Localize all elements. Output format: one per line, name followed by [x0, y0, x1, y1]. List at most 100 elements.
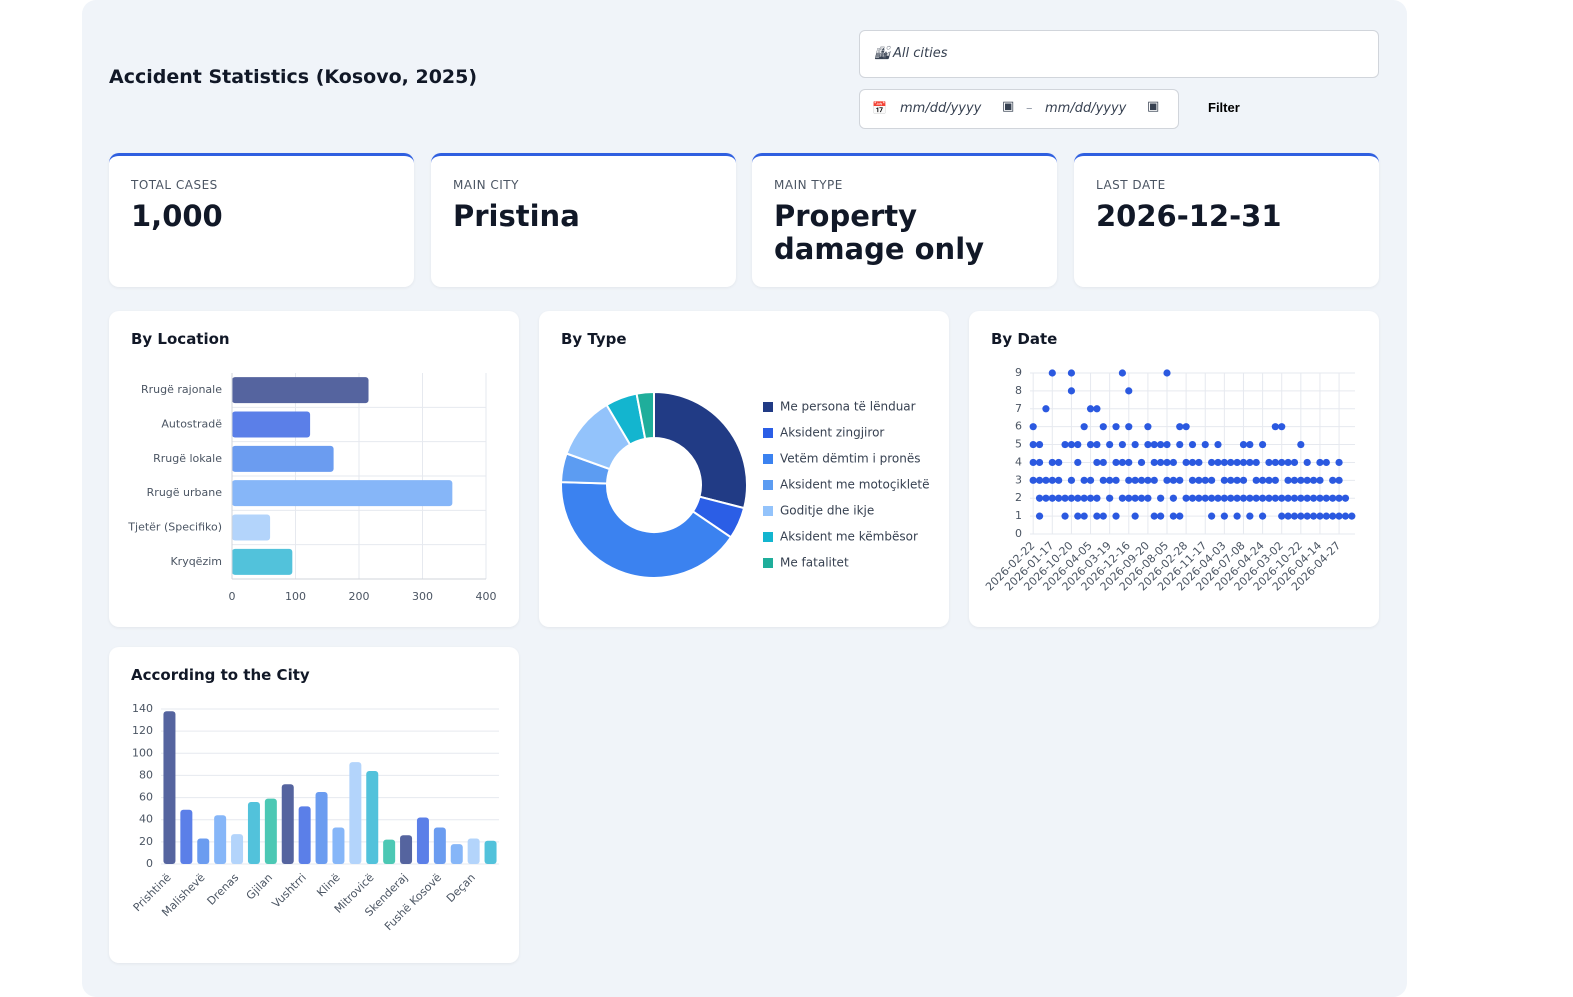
- date-from[interactable]: mm/dd/yyyy: [900, 101, 982, 116]
- dot: [1029, 423, 1037, 431]
- date-range: 📅 mm/dd/yyyy ▣ – mm/dd/yyyy ▣: [859, 89, 1179, 129]
- dot: [1335, 512, 1343, 520]
- dot: [1125, 458, 1133, 467]
- dot: [1150, 440, 1158, 449]
- calendar-icon: 📅: [872, 101, 887, 115]
- dot: [1201, 494, 1209, 502]
- legend-label: Aksident me motoçikletë: [780, 478, 930, 492]
- dot: [1265, 458, 1273, 467]
- dot: [1048, 369, 1056, 377]
- dot: [1297, 512, 1305, 520]
- dot: [1220, 494, 1228, 502]
- dot: [1329, 512, 1337, 520]
- y-tick-label: Kryqëzim: [170, 555, 222, 568]
- chart-title: According to the City: [131, 666, 310, 684]
- y-tick-label: 140: [132, 702, 153, 715]
- dot: [1137, 458, 1146, 467]
- dot: [1208, 458, 1216, 467]
- dot: [1150, 476, 1158, 484]
- dot: [1157, 458, 1165, 467]
- dot: [1195, 458, 1203, 467]
- bar: [433, 827, 446, 864]
- dot: [1137, 476, 1146, 484]
- dot: [1316, 458, 1324, 467]
- dot: [1035, 440, 1044, 449]
- dot: [1341, 494, 1350, 502]
- y-tick-label: 40: [139, 813, 153, 826]
- bar: [315, 792, 328, 864]
- dot: [1309, 476, 1318, 484]
- kpi-label: TOTAL CASES: [131, 178, 218, 192]
- kpi-card: TOTAL CASES 1,000: [109, 153, 414, 287]
- dot: [1201, 440, 1209, 449]
- chart-title: By Type: [561, 330, 627, 348]
- dot: [1278, 494, 1286, 502]
- x-tick-label: Deçan: [444, 871, 478, 905]
- bar: [281, 784, 294, 864]
- y-tick-label: Tjetër (Specifiko): [127, 521, 222, 534]
- y-tick-label: 3: [1015, 473, 1022, 486]
- legend-label: Me persona të lënduar: [780, 400, 916, 414]
- dot: [1118, 440, 1127, 449]
- dot: [1239, 440, 1248, 449]
- dot: [1086, 494, 1095, 502]
- dot: [1042, 494, 1050, 502]
- kpi-value: 2026-12-31: [1096, 199, 1282, 233]
- dot: [1239, 494, 1248, 502]
- dot: [1150, 458, 1158, 467]
- dot: [1258, 512, 1267, 520]
- y-tick-label: 7: [1015, 402, 1022, 415]
- dot: [1131, 494, 1139, 502]
- chart: 01234567892026-02-222026-01-172026-10-20…: [983, 366, 1356, 593]
- bar: [232, 514, 271, 541]
- legend-label: Me fatalitet: [780, 556, 849, 570]
- dot: [1176, 512, 1184, 520]
- bar: [180, 809, 193, 864]
- dot: [1322, 458, 1330, 467]
- dot: [1106, 494, 1114, 502]
- bar: [232, 445, 334, 472]
- dot: [1284, 458, 1292, 467]
- bar: [232, 548, 293, 575]
- dot: [1220, 476, 1228, 484]
- dot: [1348, 512, 1356, 520]
- dot: [1112, 476, 1120, 484]
- legend-label: Aksident me këmbësor: [780, 530, 918, 544]
- dot: [1182, 458, 1190, 467]
- dot: [1029, 476, 1037, 484]
- dot: [1061, 440, 1069, 449]
- dot: [1252, 476, 1260, 484]
- dot: [1265, 476, 1273, 484]
- city-select[interactable]: 🏙 All cities: [859, 30, 1379, 78]
- dot: [1169, 512, 1177, 520]
- legend-swatch: [763, 428, 773, 438]
- dot: [1290, 458, 1299, 467]
- date-to[interactable]: mm/dd/yyyy: [1045, 101, 1127, 116]
- chart: 020406080100120140PrishtinëMalishevëDren…: [131, 702, 499, 933]
- dot: [1233, 458, 1241, 467]
- bar: [264, 798, 277, 864]
- dot: [1093, 458, 1101, 467]
- date-from-picker[interactable]: ▣: [1002, 99, 1015, 114]
- date-to-picker[interactable]: ▣: [1147, 99, 1160, 114]
- bar: [247, 802, 260, 864]
- filter-button[interactable]: Filter: [1196, 100, 1252, 115]
- y-tick-label: Rrugë rajonale: [141, 383, 222, 396]
- y-tick-label: 5: [1015, 438, 1022, 451]
- dot: [1188, 494, 1197, 502]
- dot: [1246, 512, 1254, 520]
- dot: [1182, 423, 1190, 431]
- dot: [1106, 440, 1114, 449]
- dot: [1208, 476, 1216, 484]
- y-tick-label: 0: [146, 857, 153, 870]
- bar: [214, 815, 227, 864]
- dot: [1067, 369, 1076, 377]
- dot: [1125, 494, 1133, 502]
- bar: [163, 711, 176, 864]
- legend-label: Aksident zingjiror: [780, 426, 884, 440]
- dot: [1271, 476, 1279, 484]
- dot: [1055, 458, 1063, 467]
- dot: [1227, 476, 1235, 484]
- chart-title: By Location: [131, 330, 230, 348]
- dot: [1055, 494, 1063, 502]
